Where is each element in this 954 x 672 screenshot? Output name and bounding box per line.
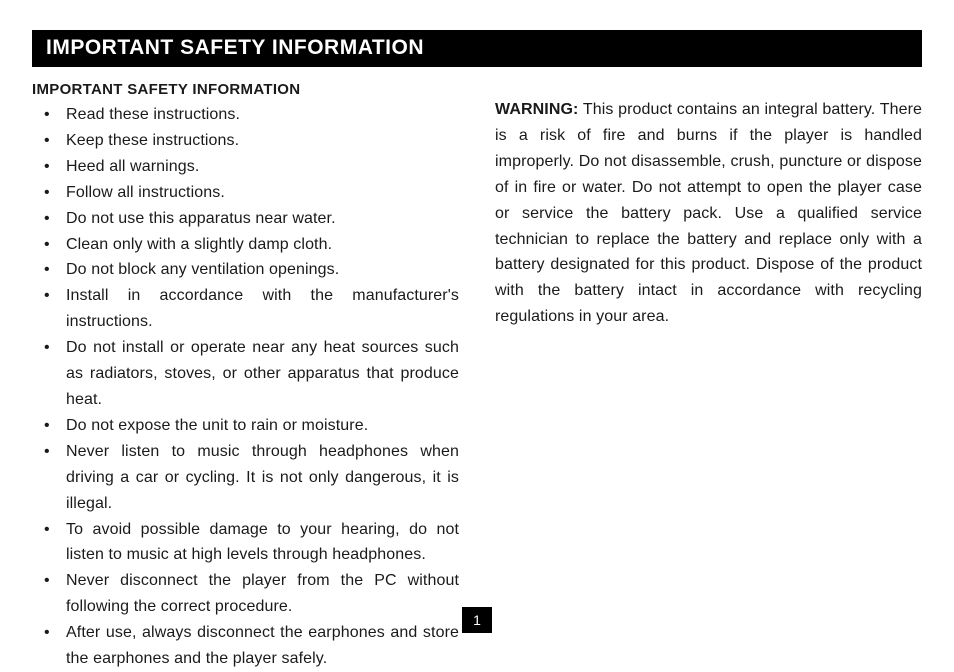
safety-item: Do not expose the unit to rain or moistu… <box>32 413 459 439</box>
right-column: WARNING: This product contains an integr… <box>495 81 922 672</box>
warning-label: WARNING: <box>495 101 578 118</box>
safety-subheading: IMPORTANT SAFETY INFORMATION <box>32 81 459 98</box>
safety-item: Keep these instructions. <box>32 128 459 154</box>
page-number: 1 <box>462 607 492 633</box>
two-column-layout: IMPORTANT SAFETY INFORMATION Read these … <box>32 81 922 672</box>
warning-text: This product contains an integral batter… <box>495 101 922 325</box>
safety-item: Never listen to music through headphones… <box>32 439 459 517</box>
safety-item: To avoid possible damage to your hearing… <box>32 517 459 569</box>
safety-item: Read these instructions. <box>32 102 459 128</box>
safety-item: Install in accordance with the manufactu… <box>32 283 459 335</box>
warning-paragraph: WARNING: This product contains an integr… <box>495 97 922 330</box>
section-banner: IMPORTANT SAFETY INFORMATION <box>32 30 922 67</box>
safety-item: Clean only with a slightly damp cloth. <box>32 232 459 258</box>
banner-title: IMPORTANT SAFETY INFORMATION <box>46 36 424 59</box>
safety-item: Do not use this apparatus near water. <box>32 206 459 232</box>
safety-list: Read these instructions.Keep these instr… <box>32 102 459 672</box>
safety-item: Do not install or operate near any heat … <box>32 335 459 413</box>
safety-item: Follow all instructions. <box>32 180 459 206</box>
safety-item: Heed all warnings. <box>32 154 459 180</box>
left-column: IMPORTANT SAFETY INFORMATION Read these … <box>32 81 459 672</box>
safety-item: Do not block any ventilation openings. <box>32 257 459 283</box>
page-footer: 1 <box>0 607 954 633</box>
manual-page: IMPORTANT SAFETY INFORMATION IMPORTANT S… <box>0 0 954 645</box>
